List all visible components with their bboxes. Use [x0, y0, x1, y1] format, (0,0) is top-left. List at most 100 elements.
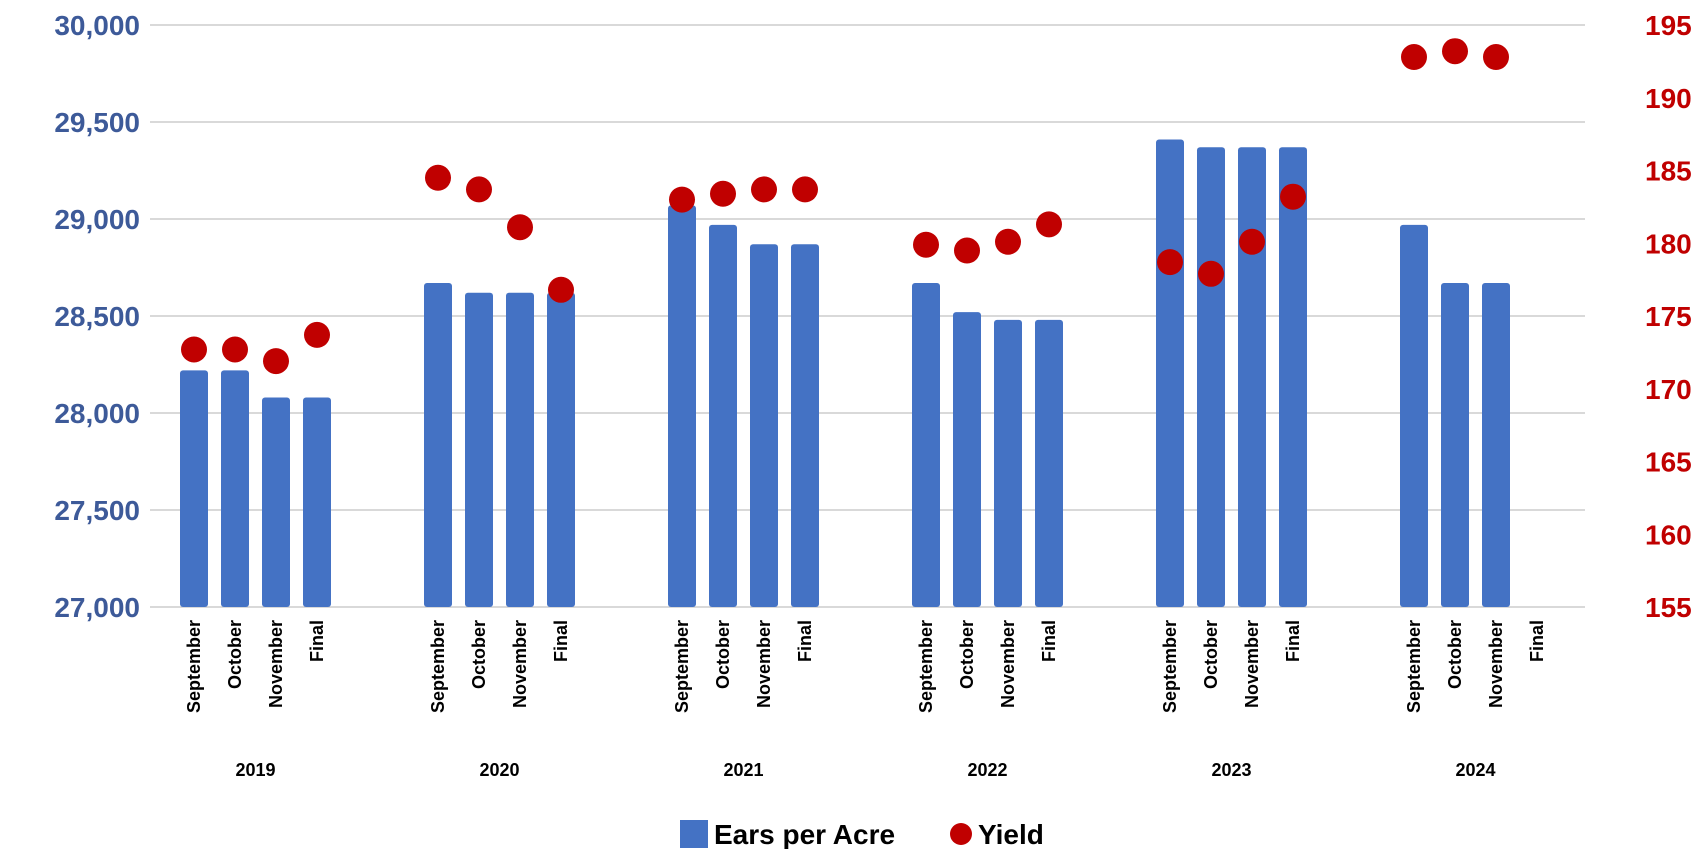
- bar-ears-per-acre: [1482, 283, 1510, 607]
- bar-ears-per-acre: [994, 319, 1022, 607]
- bar-ears-per-acre: [750, 244, 778, 607]
- bar-series-ears-per-acre: [180, 139, 1510, 608]
- right-tick-label: 160: [1645, 519, 1692, 550]
- right-tick-label: 155: [1645, 592, 1692, 623]
- bar-ears-per-acre: [1035, 319, 1063, 607]
- month-tick-label: October: [1445, 620, 1465, 689]
- bar-ears-per-acre: [303, 397, 331, 607]
- scatter-series-yield: [181, 38, 1509, 375]
- bar-ears-per-acre: [1279, 147, 1307, 607]
- dot-yield: [1442, 38, 1468, 65]
- bar-ears-per-acre: [547, 292, 575, 607]
- dot-yield: [710, 180, 736, 207]
- dot-yield: [181, 336, 207, 363]
- legend-swatch-yield: [950, 823, 972, 845]
- month-tick-label: November: [998, 620, 1018, 708]
- month-tick-label: November: [1486, 620, 1506, 708]
- left-tick-label: 27,500: [54, 495, 140, 526]
- bar-ears-per-acre: [262, 397, 290, 607]
- bar-ears-per-acre: [912, 283, 940, 607]
- dot-yield: [548, 276, 574, 303]
- gridlines: [150, 24, 1585, 608]
- right-tick-label: 175: [1645, 301, 1692, 332]
- month-tick-label: Final: [795, 620, 815, 662]
- month-tick-label: September: [428, 620, 448, 713]
- month-tick-label: November: [266, 620, 286, 708]
- bar-ears-per-acre: [1441, 283, 1469, 607]
- right-tick-label: 170: [1645, 374, 1692, 405]
- month-tick-label: October: [713, 620, 733, 689]
- left-tick-label: 29,000: [54, 204, 140, 235]
- left-tick-label: 28,500: [54, 301, 140, 332]
- month-tick-label: September: [1404, 620, 1424, 713]
- dot-yield: [913, 231, 939, 258]
- year-tick-label: 2024: [1455, 760, 1495, 780]
- left-tick-label: 28,000: [54, 398, 140, 429]
- right-tick-label: 180: [1645, 228, 1692, 259]
- legend-swatch-ears-per-acre: [680, 820, 708, 848]
- right-y-axis: 155 160 165 170 175 180 185 190 195: [1645, 10, 1692, 623]
- month-tick-label: November: [510, 620, 530, 708]
- month-tick-label: Final: [1039, 620, 1059, 662]
- month-tick-label: Final: [1283, 620, 1303, 662]
- legend-label-ears-per-acre: Ears per Acre: [714, 819, 895, 849]
- left-tick-label: 30,000: [54, 10, 140, 41]
- dot-yield: [1157, 249, 1183, 276]
- bar-ears-per-acre: [424, 283, 452, 607]
- bar-ears-per-acre: [1238, 147, 1266, 607]
- right-tick-label: 190: [1645, 83, 1692, 114]
- month-tick-label: October: [225, 620, 245, 689]
- bar-ears-per-acre: [791, 244, 819, 607]
- month-tick-label: Final: [551, 620, 571, 662]
- month-tick-label: September: [1160, 620, 1180, 713]
- left-tick-label: 29,500: [54, 107, 140, 138]
- left-y-axis: 27,000 27,500 28,000 28,500 29,000 29,500 30,0…: [54, 10, 140, 623]
- month-tick-label: November: [1242, 620, 1262, 708]
- bar-ears-per-acre: [221, 370, 249, 607]
- right-tick-label: 165: [1645, 447, 1692, 478]
- year-tick-label: 2020: [479, 760, 519, 780]
- dot-yield: [466, 176, 492, 203]
- month-tick-label: September: [672, 620, 692, 713]
- dot-yield: [751, 176, 777, 203]
- dot-yield: [425, 164, 451, 191]
- dot-yield: [792, 176, 818, 203]
- bar-ears-per-acre: [953, 312, 981, 607]
- month-tick-label: Final: [307, 620, 327, 662]
- month-tick-label: November: [754, 620, 774, 708]
- bar-ears-per-acre: [668, 205, 696, 608]
- dot-yield: [222, 336, 248, 363]
- dot-yield: [1036, 211, 1062, 238]
- dot-yield: [669, 186, 695, 213]
- dot-yield: [507, 214, 533, 241]
- dot-yield: [263, 348, 289, 375]
- month-tick-label: Final: [1527, 620, 1547, 662]
- dot-yield: [1198, 260, 1224, 287]
- year-tick-label: 2023: [1211, 760, 1251, 780]
- month-tick-label: October: [469, 620, 489, 689]
- month-tick-label: October: [957, 620, 977, 689]
- dot-yield: [954, 237, 980, 264]
- dot-yield: [304, 321, 330, 348]
- bar-ears-per-acre: [506, 292, 534, 607]
- year-tick-label: 2021: [723, 760, 763, 780]
- legend-label-yield: Yield: [978, 819, 1044, 849]
- month-tick-label: October: [1201, 620, 1221, 689]
- bar-ears-per-acre: [1197, 147, 1225, 607]
- dot-yield: [1401, 44, 1427, 71]
- right-tick-label: 195: [1645, 10, 1692, 41]
- right-tick-label: 185: [1645, 156, 1692, 187]
- x-axis: September October November Final 2019 Septemb…: [184, 620, 1547, 780]
- bar-ears-per-acre: [180, 370, 208, 607]
- year-tick-label: 2019: [235, 760, 275, 780]
- left-tick-label: 27,000: [54, 592, 140, 623]
- bar-ears-per-acre: [1156, 139, 1184, 607]
- legend: Ears per Acre Yield: [680, 819, 1044, 849]
- month-tick-label: September: [184, 620, 204, 713]
- year-tick-label: 2022: [967, 760, 1007, 780]
- dot-yield: [1280, 183, 1306, 210]
- dot-yield: [1239, 228, 1265, 255]
- bar-ears-per-acre: [465, 292, 493, 607]
